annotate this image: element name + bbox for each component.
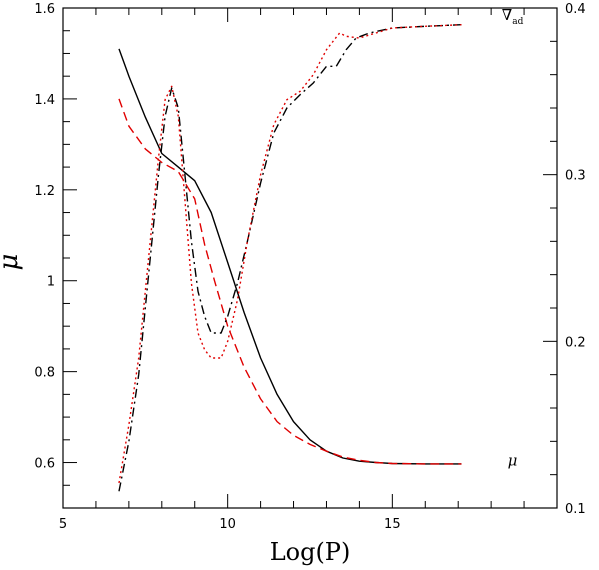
y2-tick-label: 0.2: [565, 335, 586, 350]
y-tick-label: 0.6: [34, 457, 55, 472]
y-tick-label: 1.4: [34, 93, 55, 108]
series-line-3: [118, 24, 462, 492]
y2-tick-label: 0.1: [565, 502, 586, 517]
curve-label-1: ∇ad: [502, 6, 524, 27]
plot-frame: [62, 7, 558, 509]
annotations: ∇ad μ: [502, 6, 524, 469]
series-line-4: [118, 24, 462, 484]
curve-label-2: μ: [508, 451, 518, 469]
y2-tick-label: 0.4: [565, 2, 586, 17]
y-tick-label: 1.2: [34, 184, 55, 199]
x-tick-label: 10: [219, 517, 236, 532]
tick-labels: 5 10 15 0.6 0.8 1 1.2 1.4 1.6 0.1 0.2 0.3 0.4: [34, 2, 585, 532]
y-tick-label: 1: [47, 275, 55, 290]
x-axis-title: Log(P): [270, 538, 351, 566]
ticks: [62, 7, 558, 509]
x-tick-label: 5: [59, 517, 67, 532]
y-axis-title: μ: [0, 254, 24, 271]
y-tick-label: 0.8: [34, 366, 55, 381]
y-tick-label: 1.6: [34, 2, 55, 17]
y2-tick-label: 0.3: [565, 169, 586, 184]
x-tick-label: 15: [384, 517, 401, 532]
series-group: [118, 24, 462, 492]
series-line-1: [118, 48, 462, 465]
series-line-2: [118, 98, 462, 465]
